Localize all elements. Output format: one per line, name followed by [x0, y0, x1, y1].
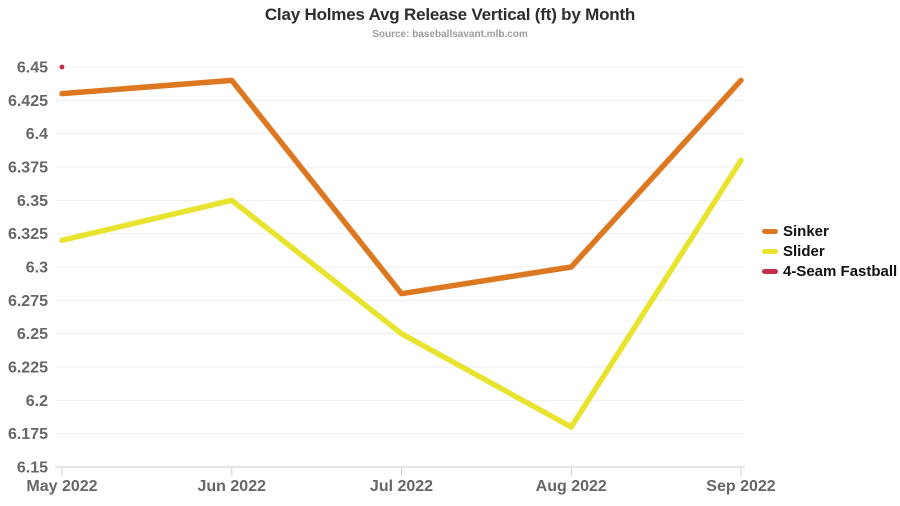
y-tick-label: 6.275 [8, 293, 48, 310]
y-tick-label: 6.25 [17, 326, 48, 343]
series-line-sinker [59, 77, 744, 297]
y-tick-label: 6.3 [26, 260, 48, 277]
y-tick-label: 6.425 [8, 93, 48, 110]
x-tick-label: Sep 2022 [706, 478, 775, 495]
series-point-4-seam-fastball [59, 64, 65, 70]
series-line-slider [59, 157, 744, 430]
y-tick-label: 6.375 [8, 160, 48, 177]
x-tick-label: May 2022 [26, 478, 97, 495]
y-tick-label: 6.15 [17, 460, 48, 477]
y-tick-label: 6.35 [17, 193, 48, 210]
legend-label-slider: Slider [783, 242, 825, 260]
legend-item-sinker[interactable]: Sinker [762, 221, 897, 241]
y-tick-label: 6.175 [8, 426, 48, 443]
y-tick-label: 6.225 [8, 360, 48, 377]
x-tick-label: Jul 2022 [370, 478, 433, 495]
x-tick-label: Aug 2022 [536, 478, 607, 495]
x-tick-label: Jun 2022 [198, 478, 267, 495]
y-tick-label: 6.2 [26, 393, 48, 410]
legend-swatch-sinker [762, 228, 778, 234]
y-tick-label: 6.4 [26, 126, 48, 143]
legend-swatch-slider [762, 248, 778, 254]
chart-title: Clay Holmes Avg Release Vertical (ft) by… [264, 5, 636, 24]
chart-source: Source: baseballsavant.mlb.com [372, 29, 528, 40]
legend-swatch-4-seam-fastball [762, 268, 778, 274]
legend-label-sinker: Sinker [783, 222, 829, 240]
legend-label-4-seam-fastball: 4-Seam Fastball [783, 262, 898, 280]
legend: Sinker Slider 4-Seam Fastball [762, 221, 897, 281]
legend-item-4-seam-fastball[interactable]: 4-Seam Fastball [762, 261, 897, 281]
y-tick-label: 6.325 [8, 226, 48, 243]
legend-item-slider[interactable]: Slider [762, 241, 897, 261]
y-tick-label: 6.45 [17, 60, 48, 77]
